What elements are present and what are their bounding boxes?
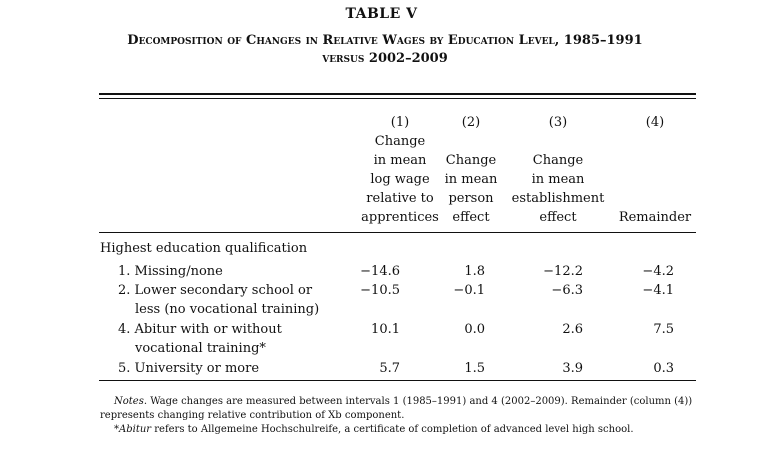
column-header-spacer [610, 189, 700, 208]
column-header-line: Change [532, 153, 584, 168]
column-header-line: relative to [366, 191, 434, 206]
cell-col-1: −14.6 [360, 264, 400, 279]
cell-col-2: 0.0 [464, 322, 485, 337]
column-header-spacer [610, 132, 700, 151]
column-header-1: (1) Change in mean log wage relative to … [355, 113, 445, 227]
row-label-continuation: vocational training* [135, 341, 266, 356]
column-header-2: (2) Change in mean person effect [438, 113, 504, 227]
column-header-spacer [610, 170, 700, 189]
section-label: Highest education qualification [100, 241, 308, 256]
footnote-paragraph: *Abitur refers to Allgemeine Hochschulre… [100, 423, 700, 437]
cell-col-2: 1.8 [464, 264, 485, 279]
column-header-3: (3) Change in mean establishment effect [507, 113, 609, 227]
column-header-line: in mean [531, 172, 585, 187]
column-header-spacer [507, 132, 609, 151]
table-title-line-2: versus 2002–2009 [322, 51, 448, 66]
table-title-line-1: Decomposition of Changes in Relative Wag… [127, 33, 643, 48]
row-label: 2. Lower secondary school or [118, 283, 313, 298]
column-header-line: Change [374, 134, 426, 149]
column-number: (2) [461, 115, 481, 130]
table-notes: Notes. Wage changes are measured between… [100, 395, 700, 437]
cell-col-3: −12.2 [543, 264, 583, 279]
column-number: (4) [645, 115, 665, 130]
cell-col-4: 0.3 [653, 361, 674, 376]
header-rule [99, 232, 696, 233]
notes-label: Notes. [114, 396, 148, 407]
notes-text: Wage changes are measured between interv… [100, 396, 693, 421]
column-header-spacer [610, 151, 700, 170]
column-header-line: log wage [370, 172, 430, 187]
footnote-term: *Abitur [114, 424, 152, 435]
column-number: (1) [390, 115, 410, 130]
column-header-line: effect [539, 210, 577, 225]
row-label: 1. Missing/none [118, 264, 223, 279]
top-rule-thin [99, 98, 696, 99]
column-header-line: apprentices [361, 210, 439, 225]
column-header-spacer [438, 132, 504, 151]
cell-col-4: −4.1 [642, 283, 674, 298]
notes-paragraph: Notes. Wage changes are measured between… [100, 395, 700, 423]
bottom-rule [99, 380, 696, 381]
column-number: (3) [548, 115, 568, 130]
cell-col-3: −6.3 [551, 283, 583, 298]
row-label: 4. Abitur with or without [118, 322, 282, 337]
column-header-4: (4) Remainder [610, 113, 700, 227]
column-header-line: effect [452, 210, 490, 225]
column-header-line: Change [445, 153, 497, 168]
footnote-text: refers to Allgemeine Hochschulreife, a c… [151, 424, 634, 435]
cell-col-2: −0.1 [453, 283, 485, 298]
column-header-line: person [448, 191, 494, 206]
row-label-continuation: less (no vocational training) [135, 302, 320, 317]
row-label: 5. University or more [118, 361, 260, 376]
column-header-line: in mean [444, 172, 498, 187]
table-title: Decomposition of Changes in Relative Wag… [90, 32, 680, 68]
column-header-line: Remainder [618, 210, 692, 225]
cell-col-1: −10.5 [360, 283, 400, 298]
cell-col-3: 3.9 [562, 361, 583, 376]
top-rule-thick [99, 93, 696, 95]
column-header-line: in mean [373, 153, 427, 168]
cell-col-1: 10.1 [371, 322, 400, 337]
table-label: TABLE V [345, 6, 418, 22]
cell-col-4: 7.5 [653, 322, 674, 337]
cell-col-4: −4.2 [642, 264, 674, 279]
cell-col-3: 2.6 [562, 322, 583, 337]
column-header-line: establishment [511, 191, 605, 206]
cell-col-1: 5.7 [379, 361, 400, 376]
cell-col-2: 1.5 [464, 361, 485, 376]
